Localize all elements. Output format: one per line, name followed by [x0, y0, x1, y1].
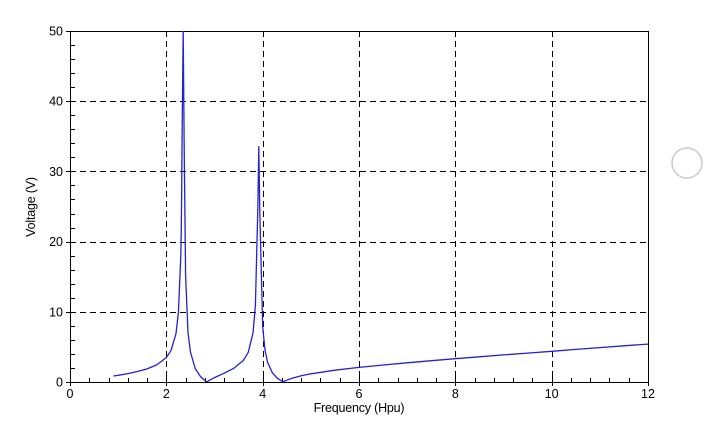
y-tick-label: 20	[49, 235, 63, 249]
voltage-curve	[113, 31, 648, 382]
x-tick-label: 10	[545, 387, 559, 401]
y-tick-label: 40	[49, 95, 63, 109]
x-tick-label: 8	[452, 387, 459, 401]
x-tick-label: 0	[67, 387, 74, 401]
x-tick-label: 4	[259, 387, 266, 401]
y-tick-label: 10	[49, 305, 63, 319]
plot-frame	[70, 31, 649, 383]
y-tick-label: 30	[49, 165, 63, 179]
side-circle	[671, 147, 703, 179]
y-tick-label: 0	[56, 376, 63, 390]
x-tick-label: 12	[641, 387, 655, 401]
y-tick-label: 50	[49, 25, 63, 39]
x-axis-label: Frequency (Hpu)	[313, 401, 405, 415]
x-tick-label: 2	[163, 387, 170, 401]
x-tick-label: 6	[356, 387, 363, 401]
y-axis-label: Voltage (V)	[24, 177, 38, 237]
